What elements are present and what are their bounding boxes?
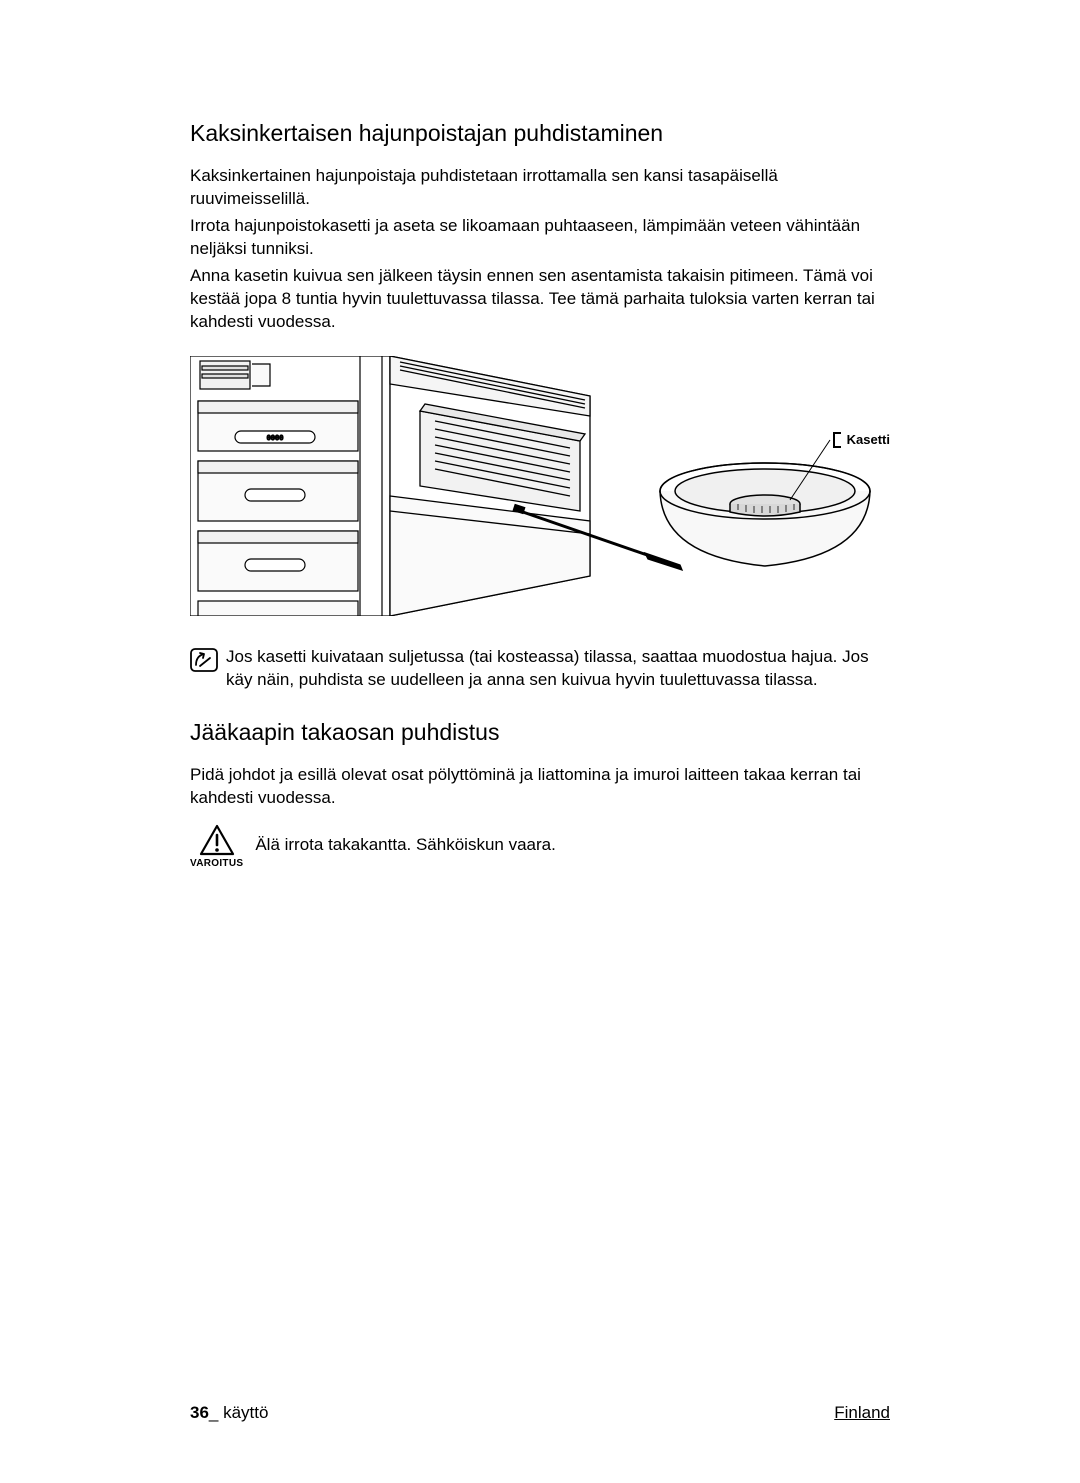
footer-country: Finland [834,1403,890,1423]
heading-deodorizer: Kaksinkertaisen hajunpoistajan puhdistam… [190,120,890,147]
warning-triangle-icon [199,824,235,856]
section-deodorizer: Kaksinkertaisen hajunpoistajan puhdistam… [190,120,890,691]
illustration-label-kasetti: Kasetti [833,432,890,448]
kasetti-label-text: Kasetti [847,432,890,447]
note-block: Jos kasetti kuivataan suljetussa (tai ko… [190,646,890,692]
heading-rear-cleaning: Jääkaapin takaosan puhdistus [190,719,890,746]
footer-section-label: _ käyttö [209,1403,269,1422]
svg-text:0000: 0000 [267,434,284,442]
warning-icon-group: VAROITUS [190,824,243,869]
page-number: 36 [190,1403,209,1422]
paragraph-3: Anna kasetin kuivua sen jälkeen täysin e… [190,265,890,334]
note-text: Jos kasetti kuivataan suljetussa (tai ko… [226,646,890,692]
illustration-deodorizer: 0000 [190,356,890,616]
warning-label: VAROITUS [190,858,243,869]
footer-left: 36_ käyttö [190,1403,268,1423]
note-icon [190,648,218,672]
page-footer: 36_ käyttö Finland [190,1403,890,1423]
paragraph-1: Kaksinkertainen hajunpoistaja puhdisteta… [190,165,890,211]
warning-text: Älä irrota takakantta. Sähköiskun vaara. [255,824,556,857]
warning-block: VAROITUS Älä irrota takakantta. Sähköisk… [190,824,890,869]
rear-paragraph: Pidä johdot ja esillä olevat osat pölytt… [190,764,890,810]
leader-tick-icon [833,432,843,448]
section-rear-cleaning: Jääkaapin takaosan puhdistus Pidä johdot… [190,719,890,869]
paragraph-2: Irrota hajunpoistokasetti ja aseta se li… [190,215,890,261]
